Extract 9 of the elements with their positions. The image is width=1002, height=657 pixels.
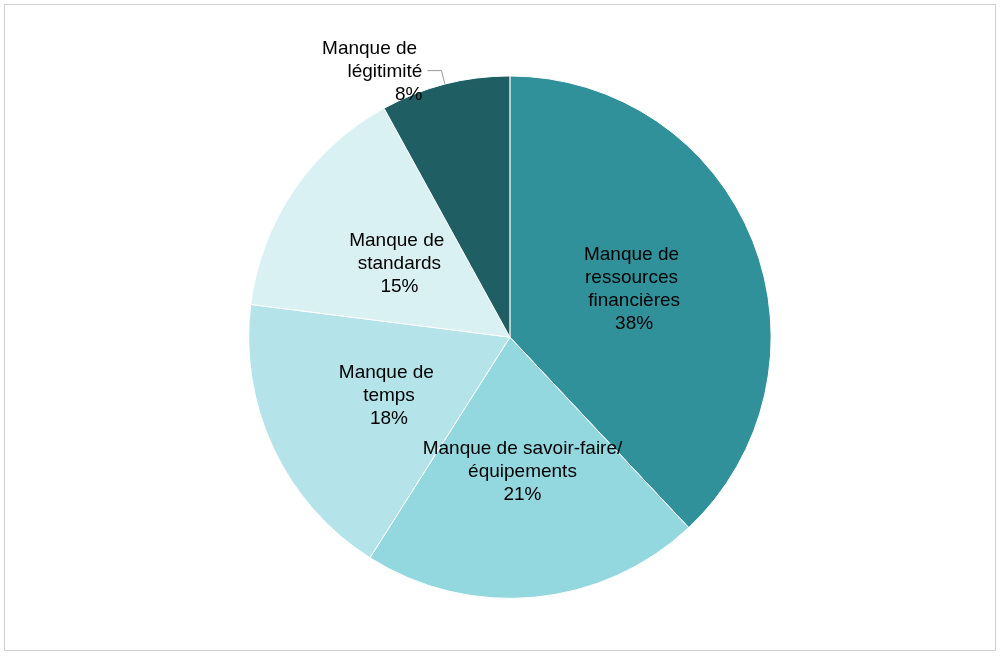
data-label: 15% (380, 274, 419, 296)
slice-label: Manque de savoir-faire/équipements (422, 436, 623, 481)
slice-label: Manque de légitimité (322, 37, 423, 82)
slice-label: Manque de temps (338, 360, 440, 405)
data-label: 21% (503, 482, 542, 504)
slice-label: Manque de ressources financières (583, 242, 685, 310)
slice-label: Manque de standards (349, 228, 450, 273)
data-label: 18% (369, 406, 409, 428)
data-label: 38% (615, 311, 654, 333)
